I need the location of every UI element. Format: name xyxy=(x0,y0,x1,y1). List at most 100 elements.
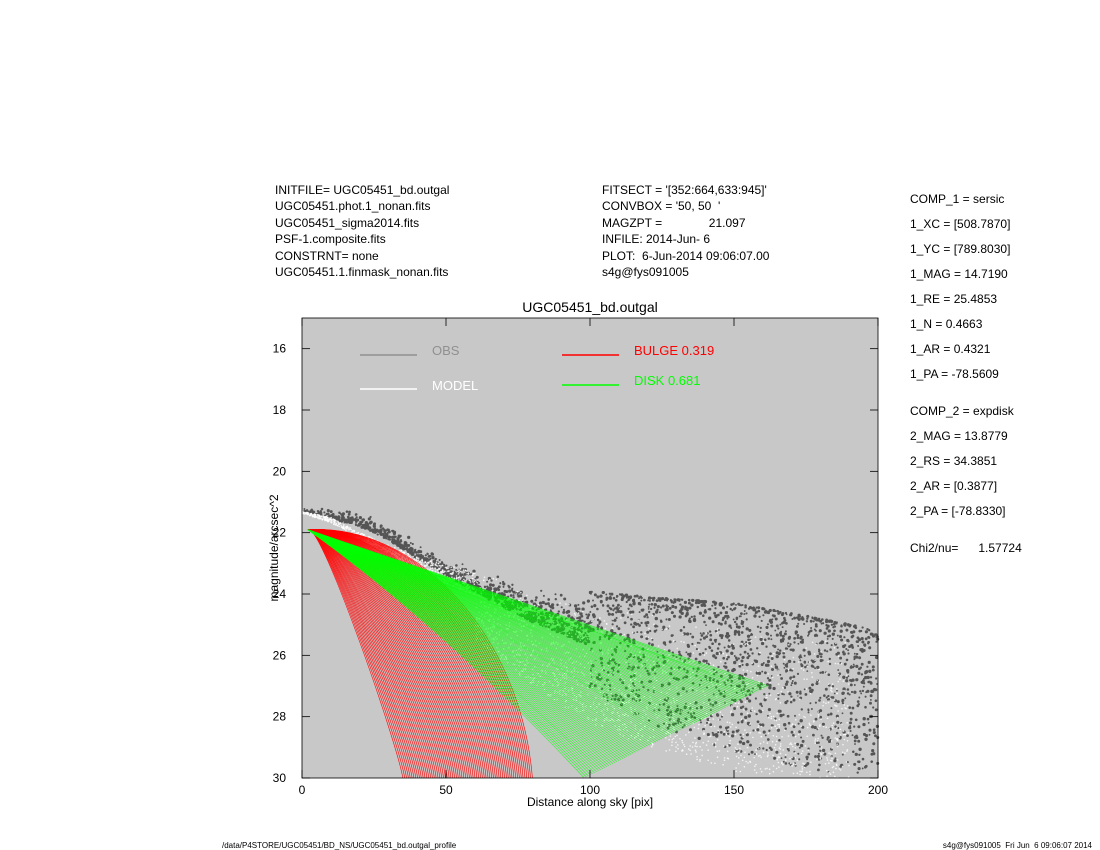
obs-point xyxy=(510,589,514,592)
model-point xyxy=(769,712,771,715)
obs-point xyxy=(700,634,704,637)
model-point xyxy=(425,561,427,564)
model-point xyxy=(447,567,449,570)
obs-point xyxy=(794,632,797,635)
obs-point xyxy=(756,625,760,629)
model-point xyxy=(730,711,732,714)
model-point xyxy=(743,756,746,759)
obs-point xyxy=(722,732,726,736)
model-point xyxy=(689,745,691,747)
obs-point xyxy=(640,599,643,602)
obs-point xyxy=(750,750,754,754)
model-point xyxy=(695,741,698,744)
obs-point xyxy=(525,600,529,604)
model-point xyxy=(703,729,705,732)
obs-point xyxy=(862,685,865,688)
obs-point xyxy=(770,620,773,623)
obs-point xyxy=(797,622,800,625)
obs-point xyxy=(581,607,585,611)
obs-point xyxy=(708,616,712,620)
obs-point xyxy=(728,639,731,642)
obs-point xyxy=(607,612,611,616)
obs-point xyxy=(702,614,705,617)
model-point xyxy=(712,718,715,720)
obs-point xyxy=(406,550,410,554)
obs-point xyxy=(791,680,794,682)
model-point xyxy=(789,743,791,745)
obs-point xyxy=(719,622,723,626)
obs-point xyxy=(819,715,823,719)
obs-point xyxy=(790,684,793,687)
obs-point xyxy=(775,633,779,637)
model-point xyxy=(430,562,433,564)
y-tick-label: 16 xyxy=(273,342,287,356)
obs-point xyxy=(828,662,832,666)
obs-point xyxy=(630,617,633,621)
obs-point xyxy=(303,508,306,510)
model-point xyxy=(773,719,776,721)
model-point xyxy=(846,705,849,707)
obs-point xyxy=(807,711,810,714)
obs-point xyxy=(711,731,714,734)
obs-point xyxy=(717,613,720,617)
obs-point xyxy=(774,629,777,632)
obs-point xyxy=(615,616,618,620)
obs-point xyxy=(697,736,701,741)
model-point xyxy=(683,641,685,643)
model-point xyxy=(779,702,782,704)
obs-point xyxy=(463,572,467,576)
obs-point xyxy=(759,630,762,633)
obs-point xyxy=(583,620,586,623)
model-point xyxy=(834,775,836,778)
model-point xyxy=(744,729,746,731)
model-point xyxy=(757,726,759,728)
model-point xyxy=(341,526,344,528)
obs-point xyxy=(658,611,661,614)
model-point xyxy=(603,620,606,622)
obs-point xyxy=(759,637,763,641)
model-point xyxy=(793,762,795,765)
obs-point xyxy=(423,557,426,560)
obs-point xyxy=(698,611,703,615)
obs-point xyxy=(821,722,825,726)
model-point xyxy=(705,632,708,634)
obs-point xyxy=(780,677,783,680)
obs-point xyxy=(865,691,868,694)
model-point xyxy=(837,680,839,683)
obs-point xyxy=(648,603,651,606)
obs-point xyxy=(691,635,695,639)
obs-point xyxy=(411,553,414,557)
obs-point xyxy=(819,655,823,659)
obs-point xyxy=(830,623,834,626)
obs-point xyxy=(861,689,865,693)
obs-point xyxy=(765,645,768,648)
obs-point xyxy=(819,659,823,663)
obs-point xyxy=(849,711,853,715)
obs-point xyxy=(821,748,826,753)
obs-point xyxy=(790,730,794,734)
obs-point xyxy=(712,600,716,604)
obs-point xyxy=(741,656,744,659)
obs-point xyxy=(861,679,865,683)
model-point xyxy=(707,749,709,751)
obs-point xyxy=(391,540,396,544)
model-point xyxy=(474,579,477,581)
model-point xyxy=(838,768,841,770)
y-tick-label: 20 xyxy=(273,464,287,478)
model-point xyxy=(808,661,811,663)
obs-point xyxy=(507,584,510,588)
model-point xyxy=(699,760,701,762)
obs-point xyxy=(592,599,594,602)
obs-point xyxy=(630,605,633,608)
model-point xyxy=(709,662,711,664)
obs-point xyxy=(823,631,827,635)
obs-point xyxy=(502,585,505,588)
obs-point xyxy=(841,691,845,695)
obs-point xyxy=(762,662,765,664)
obs-point xyxy=(323,511,326,514)
obs-point xyxy=(844,662,847,666)
model-point xyxy=(831,683,834,685)
obs-point xyxy=(727,616,730,619)
model-point xyxy=(416,559,418,562)
model-point xyxy=(730,710,733,712)
